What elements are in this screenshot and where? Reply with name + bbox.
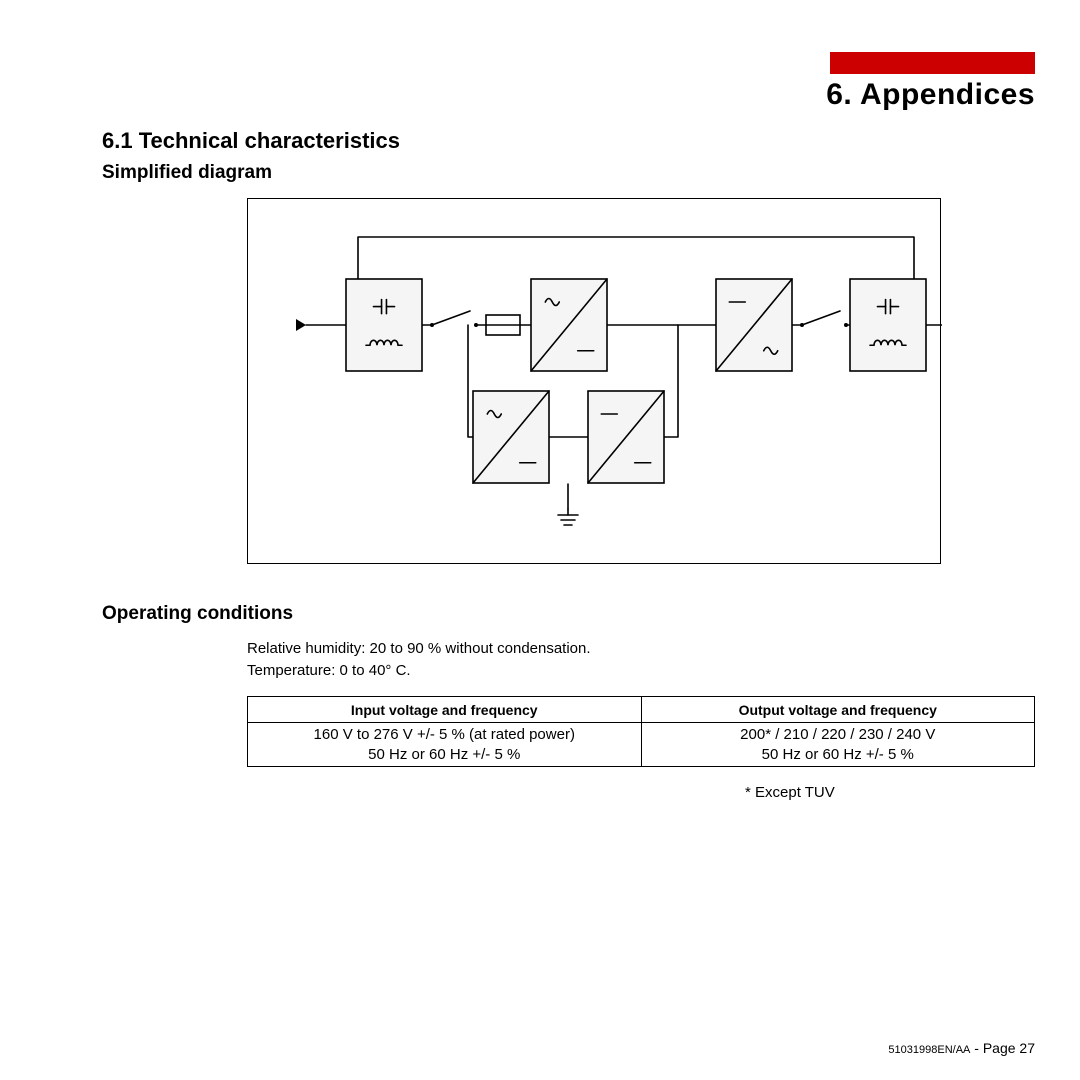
block-filter_out — [850, 279, 926, 371]
footer-docnum: 51031998EN/AA — [888, 1044, 970, 1056]
simplified-diagram — [247, 198, 941, 564]
table-footnote: * Except TUV — [745, 784, 835, 801]
table-cell-0-0: 160 V to 276 V +/- 5 % (at rated power) … — [248, 723, 642, 767]
subheading-diagram: Simplified diagram — [102, 162, 272, 184]
block-charger — [473, 391, 549, 483]
footer-sep: - — [970, 1040, 982, 1056]
table-header-0: Input voltage and frequency — [248, 697, 642, 723]
footer-page: Page 27 — [983, 1040, 1035, 1056]
table-row: 160 V to 276 V +/- 5 % (at rated power) … — [248, 723, 1035, 767]
chapter-title: 6. Appendices — [826, 78, 1035, 112]
block-fuse — [486, 315, 520, 335]
block-dcdc — [588, 391, 664, 483]
io-spec-table: Input voltage and frequencyOutput voltag… — [247, 696, 1035, 767]
table-header-1: Output voltage and frequency — [641, 697, 1035, 723]
block-rectifier — [531, 279, 607, 371]
operating-text-line-1: Temperature: 0 to 40° C. — [247, 662, 411, 679]
header-red-bar — [830, 52, 1035, 74]
operating-text-line-0: Relative humidity: 20 to 90 % without co… — [247, 640, 591, 657]
table-cell-0-1: 200* / 210 / 220 / 230 / 240 V 50 Hz or … — [641, 723, 1035, 767]
page-footer: 51031998EN/AA - Page 27 — [888, 1040, 1035, 1058]
subheading-operating: Operating conditions — [102, 603, 293, 625]
diagram-svg — [248, 199, 942, 565]
block-inverter — [716, 279, 792, 371]
section-title: 6.1 Technical characteristics — [102, 128, 400, 154]
block-filter_in — [346, 279, 422, 371]
